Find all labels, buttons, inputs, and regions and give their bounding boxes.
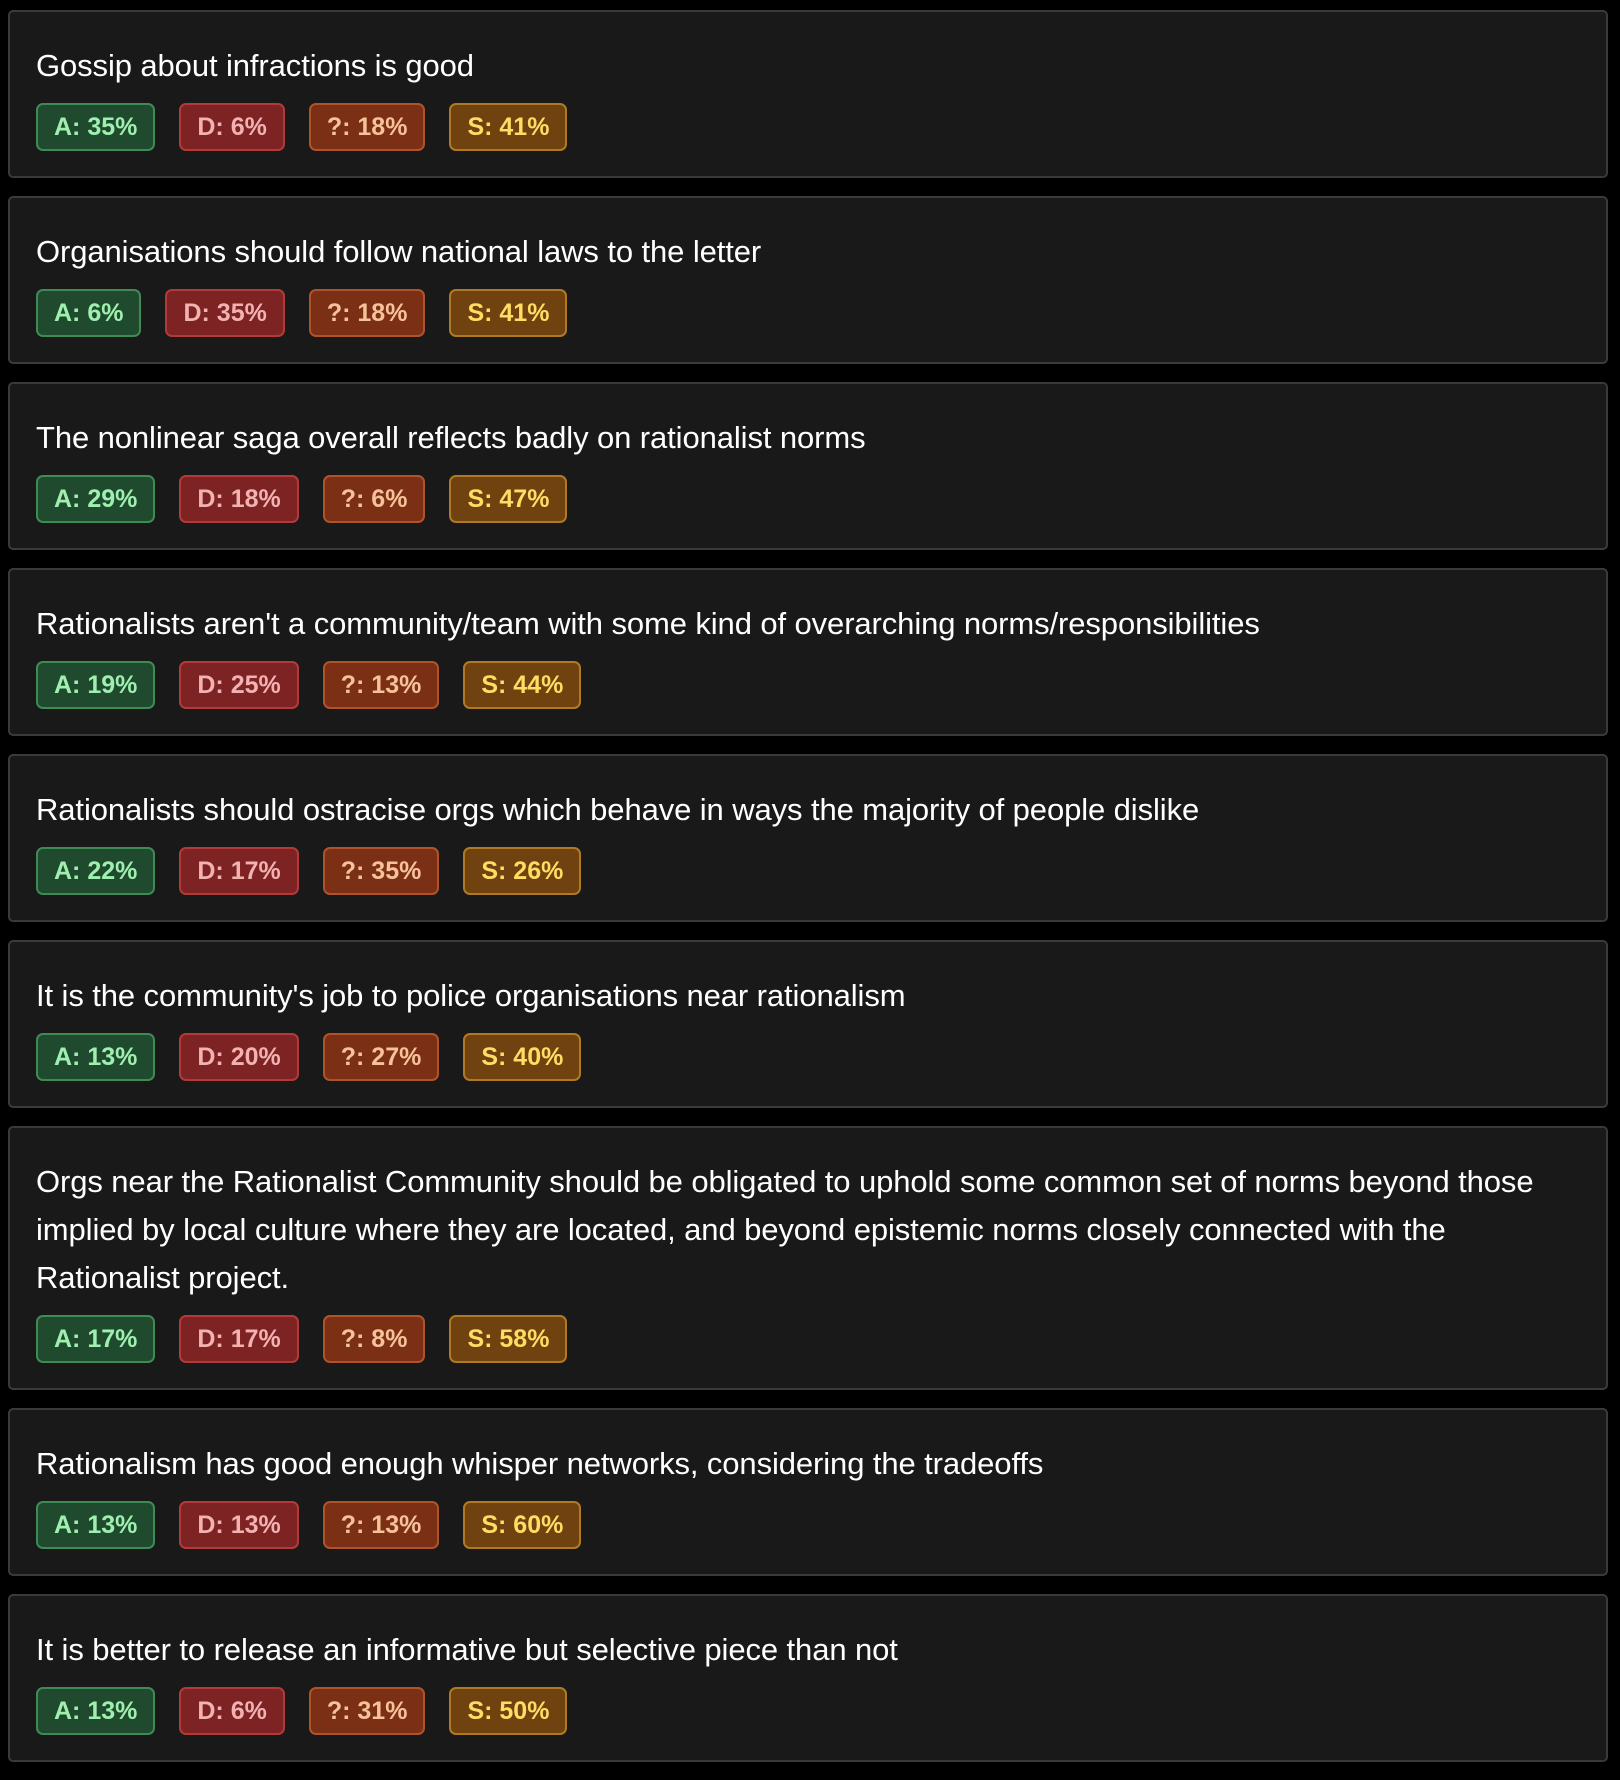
agree-badge: A: 13% bbox=[36, 1687, 156, 1735]
statement-text: Gossip about infractions is good bbox=[36, 48, 474, 83]
statement-text: It is better to release an informative b… bbox=[36, 1632, 898, 1667]
skip-badge: S: 41% bbox=[449, 289, 568, 337]
skip-badge: S: 44% bbox=[463, 661, 582, 709]
disagree-badge: D: 17% bbox=[179, 847, 299, 895]
poll-result-card: Rationalists should ostracise orgs which… bbox=[8, 754, 1608, 922]
vote-badges: A: 29% D: 18% ?: 6% S: 47% bbox=[36, 475, 1580, 523]
disagree-badge: D: 13% bbox=[179, 1501, 299, 1549]
vote-badges: A: 17% D: 17% ?: 8% S: 58% bbox=[36, 1315, 1580, 1363]
agree-badge: A: 29% bbox=[36, 475, 156, 523]
disagree-badge: D: 6% bbox=[179, 1687, 285, 1735]
disagree-badge: D: 17% bbox=[179, 1315, 299, 1363]
unsure-badge: ?: 13% bbox=[322, 1501, 440, 1549]
agree-badge: A: 19% bbox=[36, 661, 156, 709]
skip-badge: S: 47% bbox=[449, 475, 568, 523]
agree-badge: A: 6% bbox=[36, 289, 142, 337]
unsure-badge: ?: 31% bbox=[308, 1687, 426, 1735]
vote-badges: A: 22% D: 17% ?: 35% S: 26% bbox=[36, 847, 1580, 895]
disagree-badge: D: 6% bbox=[179, 103, 285, 151]
poll-result-card: Gossip about infractions is good A: 35% … bbox=[8, 10, 1608, 178]
vote-badges: A: 13% D: 6% ?: 31% S: 50% bbox=[36, 1687, 1580, 1735]
skip-badge: S: 40% bbox=[463, 1033, 582, 1081]
skip-badge: S: 58% bbox=[449, 1315, 568, 1363]
disagree-badge: D: 35% bbox=[165, 289, 285, 337]
poll-results-list: Gossip about infractions is good A: 35% … bbox=[8, 10, 1608, 1780]
poll-result-card: Rationalism has good enough whisper netw… bbox=[8, 1408, 1608, 1576]
vote-badges: A: 6% D: 35% ?: 18% S: 41% bbox=[36, 289, 1580, 337]
unsure-badge: ?: 13% bbox=[322, 661, 440, 709]
poll-result-card: Organisations should follow national law… bbox=[8, 196, 1608, 364]
agree-badge: A: 17% bbox=[36, 1315, 156, 1363]
disagree-badge: D: 25% bbox=[179, 661, 299, 709]
unsure-badge: ?: 18% bbox=[308, 289, 426, 337]
agree-badge: A: 22% bbox=[36, 847, 156, 895]
poll-result-card: Orgs near the Rationalist Community shou… bbox=[8, 1126, 1608, 1390]
skip-badge: S: 50% bbox=[449, 1687, 568, 1735]
unsure-badge: ?: 35% bbox=[322, 847, 440, 895]
vote-badges: A: 13% D: 13% ?: 13% S: 60% bbox=[36, 1501, 1580, 1549]
vote-badges: A: 19% D: 25% ?: 13% S: 44% bbox=[36, 661, 1580, 709]
statement-text: Rationalists should ostracise orgs which… bbox=[36, 792, 1200, 827]
statement-text: Orgs near the Rationalist Community shou… bbox=[36, 1164, 1534, 1295]
skip-badge: S: 26% bbox=[463, 847, 582, 895]
statement-text: Rationalists aren't a community/team wit… bbox=[36, 606, 1260, 641]
agree-badge: A: 13% bbox=[36, 1033, 156, 1081]
disagree-badge: D: 18% bbox=[179, 475, 299, 523]
statement-text: Rationalism has good enough whisper netw… bbox=[36, 1446, 1044, 1481]
poll-result-card: Rationalists aren't a community/team wit… bbox=[8, 568, 1608, 736]
unsure-badge: ?: 27% bbox=[322, 1033, 440, 1081]
poll-result-card: The nonlinear saga overall reflects badl… bbox=[8, 382, 1608, 550]
disagree-badge: D: 20% bbox=[179, 1033, 299, 1081]
unsure-badge: ?: 8% bbox=[322, 1315, 426, 1363]
vote-badges: A: 13% D: 20% ?: 27% S: 40% bbox=[36, 1033, 1580, 1081]
statement-text: Organisations should follow national law… bbox=[36, 234, 762, 269]
unsure-badge: ?: 18% bbox=[308, 103, 426, 151]
statement-text: It is the community's job to police orga… bbox=[36, 978, 906, 1013]
skip-badge: S: 41% bbox=[449, 103, 568, 151]
statement-text: The nonlinear saga overall reflects badl… bbox=[36, 420, 866, 455]
poll-result-card: It is the community's job to police orga… bbox=[8, 940, 1608, 1108]
poll-result-card: It is better to release an informative b… bbox=[8, 1594, 1608, 1762]
vote-badges: A: 35% D: 6% ?: 18% S: 41% bbox=[36, 103, 1580, 151]
agree-badge: A: 13% bbox=[36, 1501, 156, 1549]
unsure-badge: ?: 6% bbox=[322, 475, 426, 523]
skip-badge: S: 60% bbox=[463, 1501, 582, 1549]
agree-badge: A: 35% bbox=[36, 103, 156, 151]
